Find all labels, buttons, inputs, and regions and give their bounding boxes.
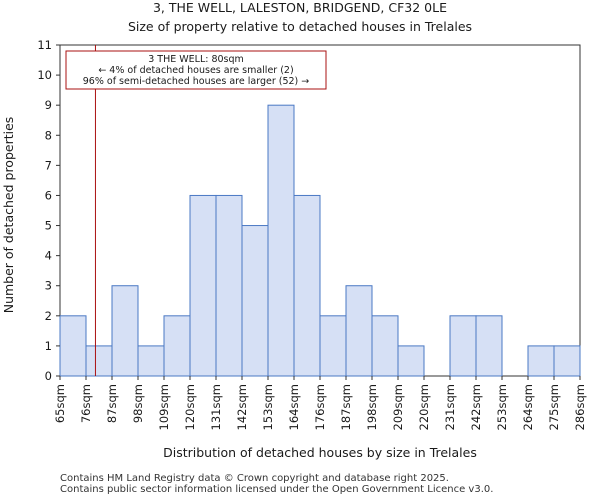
- y-tick-label: 10: [37, 68, 52, 82]
- x-tick-label: 142sqm: [235, 384, 249, 430]
- chart: 3, THE WELL, LALESTON, BRIDGEND, CF32 0L…: [1, 0, 587, 460]
- bar-87sqm: [111, 285, 139, 377]
- x-tick-label: 187sqm: [339, 384, 353, 430]
- y-tick-label: 1: [45, 339, 52, 353]
- x-axis-label: Distribution of detached houses by size …: [163, 445, 477, 460]
- x-tick-label: 264sqm: [521, 384, 535, 430]
- x-tick-label: 120sqm: [183, 384, 197, 430]
- x-tick-label: 198sqm: [365, 384, 379, 430]
- x-tick-label: 231sqm: [443, 384, 457, 430]
- bar-142sqm: [241, 225, 269, 377]
- x-tick-label: 286sqm: [573, 384, 587, 430]
- annotation-line-3: 96% of semi-detached houses are larger (…: [83, 76, 310, 87]
- x-tick-label: 176sqm: [313, 384, 327, 430]
- x-tick-label: 98sqm: [131, 384, 145, 423]
- chart-subtitle: Size of property relative to detached ho…: [128, 19, 472, 34]
- bars: [59, 104, 581, 377]
- x-tick-label: 220sqm: [417, 384, 431, 430]
- x-tick-label: 87sqm: [105, 384, 119, 423]
- y-axis-label: Number of detached properties: [1, 117, 16, 314]
- y-tick-label: 9: [45, 98, 52, 112]
- bar-209sqm: [397, 345, 425, 377]
- y-axis-ticks: 0 1 2 3 4 5 6 7 8 9 10 11: [37, 38, 60, 383]
- bar-65sqm: [59, 315, 87, 377]
- bar-153sqm: [267, 104, 295, 377]
- x-axis-ticks: 65sqm 76sqm 87sqm 98sqm 109sqm 120sqm 131sqm 14…: [53, 376, 587, 430]
- y-tick-label: 7: [45, 158, 52, 172]
- x-tick-label: 242sqm: [469, 384, 483, 430]
- bar-231sqm: [449, 315, 477, 377]
- bar-242sqm: [475, 315, 503, 377]
- y-tick-label: 3: [45, 279, 52, 293]
- bar-164sqm: [293, 194, 321, 377]
- y-tick-label: 4: [45, 249, 52, 263]
- bar-120sqm: [189, 194, 217, 377]
- footer-line-2: Contains public sector information licen…: [60, 484, 494, 495]
- annotation-border: [65, 50, 327, 90]
- annotation-line-1: 3 THE WELL: 80sqm: [148, 54, 244, 65]
- bar-275sqm: [553, 345, 581, 377]
- bar-109sqm: [163, 315, 191, 377]
- x-tick-label: 209sqm: [391, 384, 405, 430]
- y-tick-label: 8: [45, 128, 52, 142]
- x-tick-label: 131sqm: [209, 384, 223, 430]
- x-tick-label: 109sqm: [157, 384, 171, 430]
- chart-title: 3, THE WELL, LALESTON, BRIDGEND, CF32 0L…: [153, 0, 447, 15]
- x-tick-label: 65sqm: [53, 384, 67, 423]
- x-tick-label: 275sqm: [547, 384, 561, 430]
- x-tick-label: 76sqm: [79, 384, 93, 423]
- bar-198sqm: [371, 315, 399, 377]
- x-tick-label: 164sqm: [287, 384, 301, 430]
- annotation-line-2: ← 4% of detached houses are smaller (2): [98, 65, 293, 76]
- y-tick-label: 11: [37, 38, 52, 52]
- y-tick-label: 5: [45, 219, 52, 233]
- x-tick-label: 153sqm: [261, 384, 275, 430]
- bar-187sqm: [345, 285, 373, 377]
- bar-76sqm: [85, 345, 113, 377]
- bar-264sqm: [527, 345, 555, 377]
- annotation-box: 3 THE WELL: 80sqm ← 4% of detached house…: [65, 50, 327, 90]
- y-tick-label: 0: [45, 369, 52, 383]
- footer-line-1: Contains HM Land Registry data © Crown c…: [60, 473, 449, 484]
- y-tick-label: 6: [45, 188, 52, 202]
- y-tick-label: 2: [45, 309, 52, 323]
- bar-176sqm: [319, 315, 347, 377]
- bar-131sqm: [215, 194, 243, 377]
- bar-98sqm: [137, 345, 165, 377]
- x-tick-label: 253sqm: [495, 384, 509, 430]
